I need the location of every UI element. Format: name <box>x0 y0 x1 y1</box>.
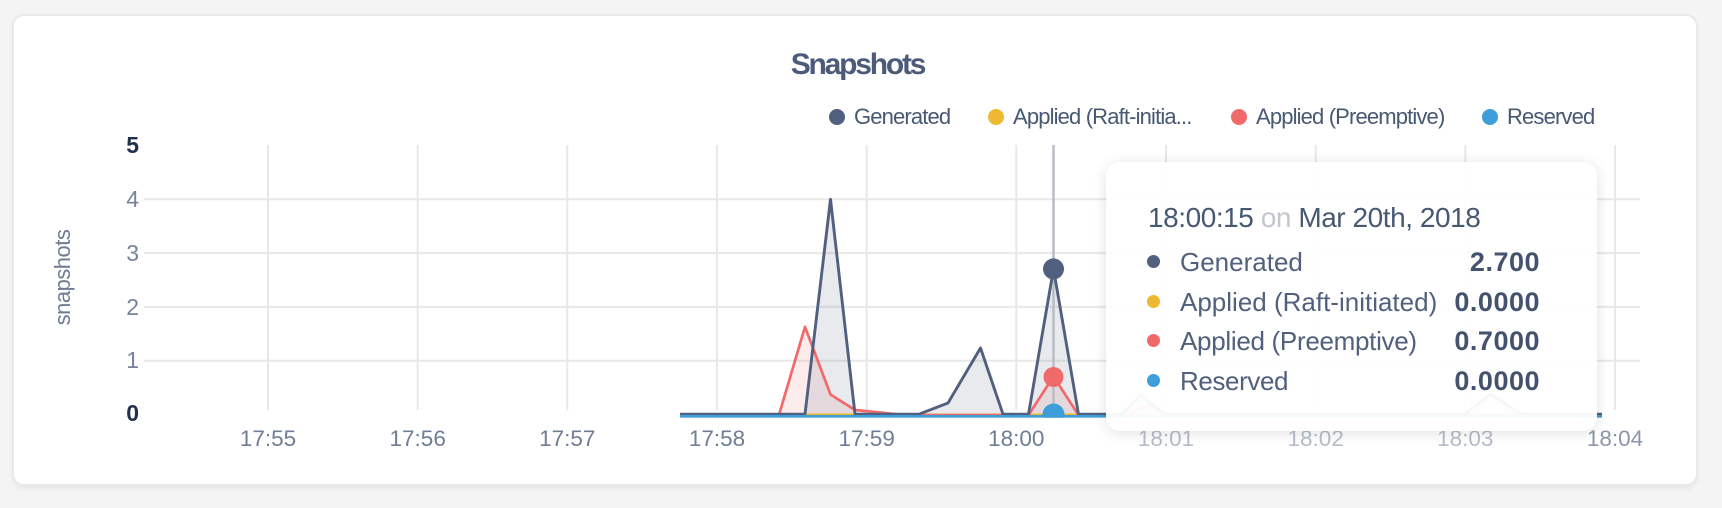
svg-text:5: 5 <box>126 132 139 158</box>
svg-text:snapshots: snapshots <box>50 229 75 325</box>
svg-text:4: 4 <box>126 186 139 212</box>
svg-text:18:00: 18:00 <box>988 426 1044 451</box>
svg-text:3: 3 <box>126 240 139 266</box>
svg-text:0: 0 <box>126 400 139 426</box>
svg-text:17:58: 17:58 <box>689 426 745 451</box>
svg-text:2: 2 <box>126 294 139 320</box>
svg-text:17:57: 17:57 <box>539 426 595 451</box>
svg-text:17:59: 17:59 <box>839 426 895 451</box>
svg-text:1: 1 <box>126 347 139 373</box>
svg-text:17:56: 17:56 <box>390 426 446 451</box>
svg-text:18:04: 18:04 <box>1587 426 1643 451</box>
svg-text:17:55: 17:55 <box>240 426 296 451</box>
